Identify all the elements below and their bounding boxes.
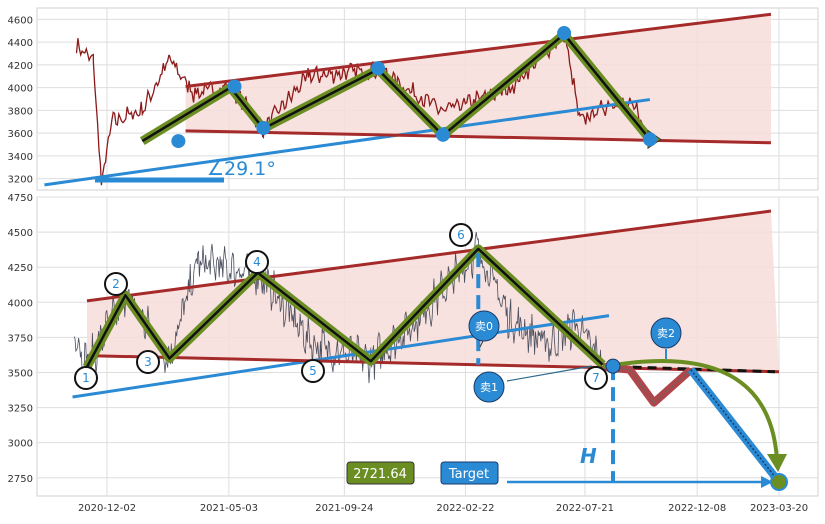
top-y-tick-label: 4400 [8,38,33,49]
top-pivot-marker [371,61,386,76]
sell-marker-circle [650,317,682,349]
target-label-box [440,461,499,485]
x-tick-label: 2021-09-24 [315,503,373,514]
top-support-line [185,129,772,145]
sell-marker-label: 卖0 [475,320,493,333]
top-pivot-marker [227,79,242,94]
x-tick-label: 2021-05-03 [200,503,258,514]
pivot-number-label: 3 [144,355,152,369]
top-y-tick-label: 3200 [8,175,33,186]
pivot-number-circle [245,250,269,274]
top-y-tick-label: 4200 [8,61,33,72]
pivot-number-label: 1 [82,371,90,385]
top-trend-line [44,98,651,187]
angle-annotation: ∠29.1° [207,158,276,180]
target-label: Target [448,467,489,482]
bottom-y-tick-label: 3000 [8,439,33,450]
top-y-tick-label: 4000 [8,84,33,95]
bottom-resistance-line [86,209,772,303]
target-point [770,472,788,491]
x-tick-label: 2020-12-02 [78,503,136,514]
top-pivot-marker [171,134,186,149]
pivot-number-label: 6 [457,228,465,242]
projection-down-outer [687,367,783,485]
sell-marker-circle [473,371,505,403]
curved-projection-arrow [602,359,779,461]
pivot-number-circle [584,366,608,390]
pivot-number-circle [104,272,128,296]
x-tick-label: 2022-12-08 [668,503,726,514]
top-pivot-marker [642,132,657,147]
top-pivot-marker [557,26,572,41]
bottom-y-tick-label: 4500 [8,228,33,239]
top-resistance-line [185,12,772,88]
top-y-tick-label: 3400 [8,152,33,163]
top-pivot-marker [256,121,271,136]
bottom-y-tick-label: 4000 [8,298,33,309]
top-pivot-marker [436,127,450,142]
bottom-y-tick-label: 4250 [8,263,33,274]
top-y-tick-label: 3800 [8,106,33,117]
top-y-tick-label: 4600 [8,15,33,26]
pivot-number-label: 7 [592,371,600,385]
sell-marker-label: 卖2 [657,327,675,340]
sell-marker-circle [468,310,500,342]
pivot-number-circle [74,366,98,390]
pivot-number-circle [449,223,473,247]
bottom-trend-line [72,314,610,399]
sell-marker-label: 卖1 [480,381,498,394]
bottom-pivot-7-marker [605,358,621,374]
sell-marker-pointer [506,365,593,382]
bottom-y-tick-label: 3250 [8,404,33,415]
height-label: H [580,444,597,468]
pivot-number-label: 4 [253,255,261,269]
pivot-number-label: 5 [309,364,317,378]
pivot-number-circle [136,350,160,374]
price-label-box [346,461,415,485]
price-label: 2721.64 [353,467,407,482]
bottom-support-extension [602,364,776,374]
top-y-tick-label: 3600 [8,129,33,140]
x-tick-label: 2023-03-20 [750,503,808,514]
x-tick-label: 2022-02-22 [436,503,494,514]
target-arrow-head [761,475,773,488]
x-tick-label: 2022-07-21 [556,503,614,514]
pivot-number-label: 2 [112,277,120,291]
curved-arrow-head [767,453,787,472]
bottom-y-tick-label: 4750 [8,193,33,204]
pivot-number-circle [301,359,325,383]
bottom-y-tick-label: 2750 [8,474,33,485]
bottom-y-tick-label: 3500 [8,368,33,379]
bottom-y-tick-label: 3750 [8,333,33,344]
